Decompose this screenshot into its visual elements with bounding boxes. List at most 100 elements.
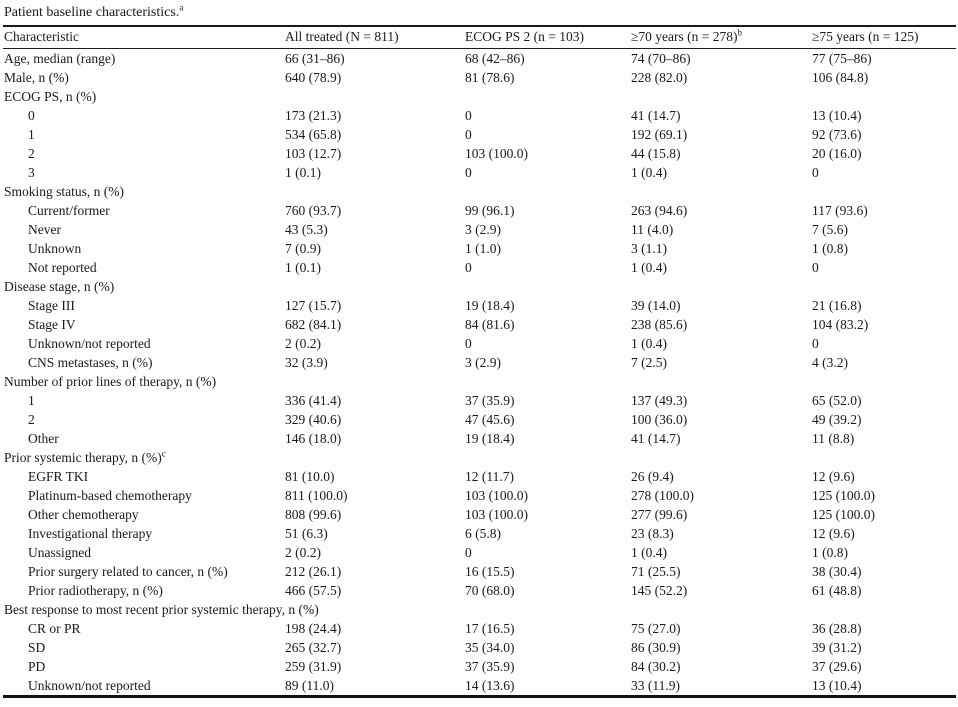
data-cell: 0 — [465, 259, 472, 275]
table-row: Other chemotherapy 808 (99.6) 103 (100.0) 2… — [3, 505, 956, 524]
data-cell: 81 (10.0) — [285, 468, 335, 484]
row-label: EGFR TKI — [28, 468, 89, 484]
data-cell: 263 (94.6) — [631, 202, 688, 218]
column-header-label: ≥70 years (n = 278) — [631, 29, 738, 44]
data-cell: 760 (93.7) — [285, 202, 342, 218]
data-cell: 74 (70–86) — [631, 50, 691, 66]
row-label: Unknown — [28, 240, 82, 256]
row-label-cell: SD — [3, 638, 284, 657]
table-row: Never 43 (5.3) 3 (2.9) 11 (4.0) 7 (5.6) — [3, 220, 956, 239]
data-cell: 61 (48.8) — [812, 582, 862, 598]
data-cell — [464, 372, 630, 391]
column-header: ECOG PS 2 (n = 103) — [464, 25, 630, 49]
data-cell: 3 (2.9) — [465, 221, 501, 237]
data-cell: 35 (34.0) — [465, 639, 515, 655]
data-cell: 127 (15.7) — [285, 297, 342, 313]
table-row: 3 1 (0.1) 0 1 (0.4) 0 — [3, 163, 956, 182]
data-cell: 19 (18.4) — [465, 430, 515, 446]
data-cell: 39 (14.0) — [631, 297, 681, 313]
row-label-cell: CNS metastases, n (%) — [3, 353, 284, 372]
data-cell — [284, 277, 464, 296]
data-cell: 37 (29.6) — [812, 658, 862, 674]
table-row: Number of prior lines of therapy, n (%) — [3, 372, 956, 391]
data-cell: 198 (24.4) — [285, 620, 342, 636]
data-cell: 466 (57.5) — [285, 582, 342, 598]
row-label-cell: Not reported — [3, 258, 284, 277]
data-cell: 811 (100.0) — [285, 487, 348, 503]
row-label: Other — [28, 430, 59, 446]
data-cell: 16 (15.5) — [465, 563, 515, 579]
row-label: PD — [28, 658, 46, 674]
data-cell: 1 (1.0) — [465, 240, 501, 256]
data-cell: 0 — [465, 164, 472, 180]
data-cell: 2 (0.2) — [285, 335, 321, 351]
data-cell: 11 (4.0) — [631, 221, 674, 237]
table-row: Unknown/not reported 89 (11.0) 14 (13.6) 33… — [3, 676, 956, 697]
data-cell: 682 (84.1) — [285, 316, 342, 332]
data-cell — [811, 182, 956, 201]
column-header: Characteristic — [3, 25, 284, 49]
data-cell: 103 (100.0) — [465, 145, 528, 161]
data-cell: 3 (2.9) — [465, 354, 501, 370]
data-cell: 19 (18.4) — [465, 297, 515, 313]
data-cell: 104 (83.2) — [812, 316, 869, 332]
row-label-cell: Prior surgery related to cancer, n (%) — [3, 562, 284, 581]
data-cell: 4 (3.2) — [812, 354, 848, 370]
data-cell: 37 (35.9) — [465, 392, 515, 408]
data-cell: 106 (84.8) — [812, 69, 869, 85]
data-cell: 41 (14.7) — [631, 107, 681, 123]
table-row: Not reported 1 (0.1) 0 1 (0.4) 0 — [3, 258, 956, 277]
data-cell — [284, 87, 464, 106]
data-cell — [284, 448, 464, 467]
data-cell: 265 (32.7) — [285, 639, 342, 655]
row-label-cell: Unknown/not reported — [3, 334, 284, 353]
table-row: Best response to most recent prior syste… — [3, 600, 956, 619]
row-label: Platinum-based chemotherapy — [28, 487, 192, 503]
data-cell: 212 (26.1) — [285, 563, 342, 579]
row-label-cell: Investigational therapy — [3, 524, 284, 543]
data-cell: 137 (49.3) — [631, 392, 688, 408]
table-row: Prior surgery related to cancer, n (%) 21… — [3, 562, 956, 581]
data-cell — [630, 600, 811, 619]
data-cell: 37 (35.9) — [465, 658, 515, 674]
data-cell: 20 (16.0) — [812, 145, 862, 161]
table-row: Other 146 (18.0) 19 (18.4) 41 (14.7) 11 (8.8… — [3, 429, 956, 448]
data-cell: 84 (81.6) — [465, 316, 515, 332]
data-cell: 1 (0.1) — [285, 259, 321, 275]
data-cell: 145 (52.2) — [631, 582, 688, 598]
table-title-footnote-marker: a — [179, 2, 184, 13]
row-label-cell: Age, median (range) — [3, 49, 284, 69]
data-cell: 1 (0.8) — [812, 240, 848, 256]
row-label-cell: CR or PR — [3, 619, 284, 638]
row-label-cell: Prior systemic therapy, n (%)c — [3, 448, 284, 467]
data-cell: 640 (78.9) — [285, 69, 342, 85]
table-row: Unassigned 2 (0.2) 0 1 (0.4) 1 (0.8) — [3, 543, 956, 562]
data-cell: 1 (0.4) — [631, 544, 667, 560]
data-cell: 6 (5.8) — [465, 525, 501, 541]
row-label: Never — [28, 221, 61, 237]
table-row: PD 259 (31.9) 37 (35.9) 84 (30.2) 37 (29.6) — [3, 657, 956, 676]
data-cell: 65 (52.0) — [812, 392, 862, 408]
table-title-text: Patient baseline characteristics. — [4, 5, 180, 20]
row-label-cell: Smoking status, n (%) — [3, 182, 284, 201]
row-label: Prior radiotherapy, n (%) — [28, 582, 163, 598]
row-label: Best response to most recent prior syste… — [4, 601, 319, 617]
data-cell: 70 (68.0) — [465, 582, 515, 598]
row-label-cell: Disease stage, n (%) — [3, 277, 284, 296]
column-header: ≥75 years (n = 125) — [811, 25, 956, 49]
data-cell — [811, 600, 956, 619]
data-cell: 86 (30.9) — [631, 639, 681, 655]
row-label: 2 — [28, 145, 35, 161]
data-cell: 26 (9.4) — [631, 468, 674, 484]
data-cell — [464, 87, 630, 106]
row-label-cell: EGFR TKI — [3, 467, 284, 486]
row-label: 1 — [28, 126, 35, 142]
table-row: 1 336 (41.4) 37 (35.9) 137 (49.3) 65 (52.0) — [3, 391, 956, 410]
column-header-label: ≥75 years (n = 125) — [812, 29, 919, 44]
row-label: Male, n (%) — [4, 69, 69, 85]
row-label: Stage IV — [28, 316, 76, 332]
data-cell: 17 (16.5) — [465, 620, 515, 636]
data-cell: 277 (99.6) — [631, 506, 688, 522]
data-cell: 1 (0.4) — [631, 259, 667, 275]
row-label-cell: ECOG PS, n (%) — [3, 87, 284, 106]
